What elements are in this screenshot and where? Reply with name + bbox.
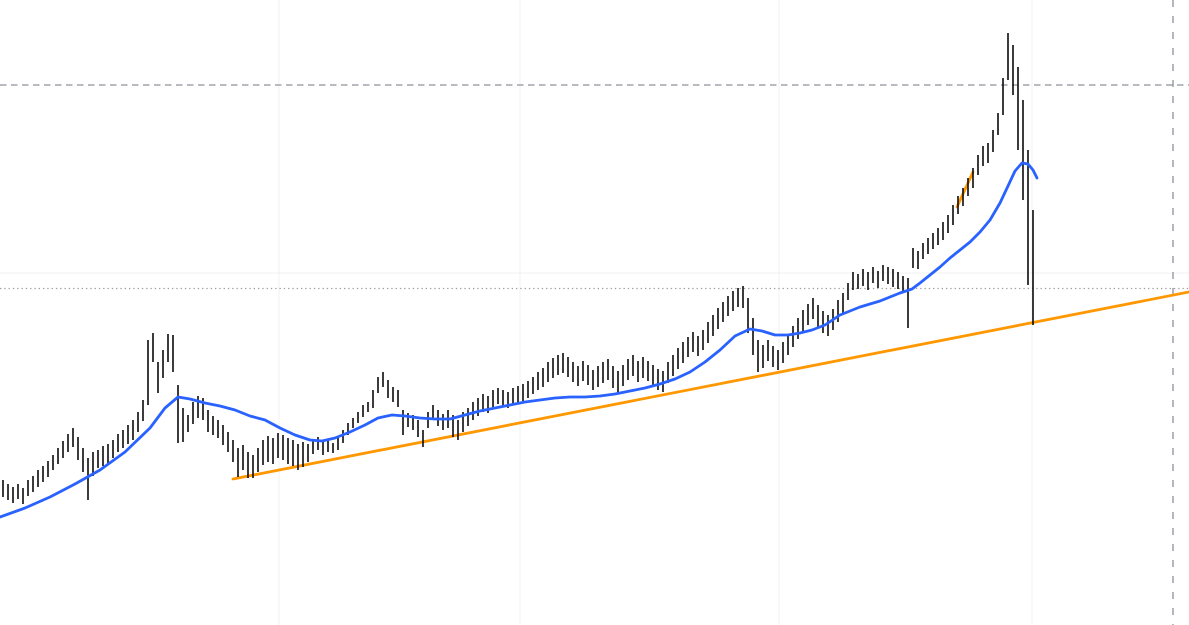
moving-average-line[interactable]	[0, 161, 1039, 519]
trendline-main[interactable]	[231, 290, 1189, 481]
moving-average-path[interactable]	[0, 161, 1039, 519]
price-bar-path	[2, 33, 1034, 504]
price-bars-series	[2, 33, 1034, 504]
trendline-layer[interactable]	[231, 170, 1189, 481]
trendline-short-segment[interactable]	[955, 170, 975, 209]
